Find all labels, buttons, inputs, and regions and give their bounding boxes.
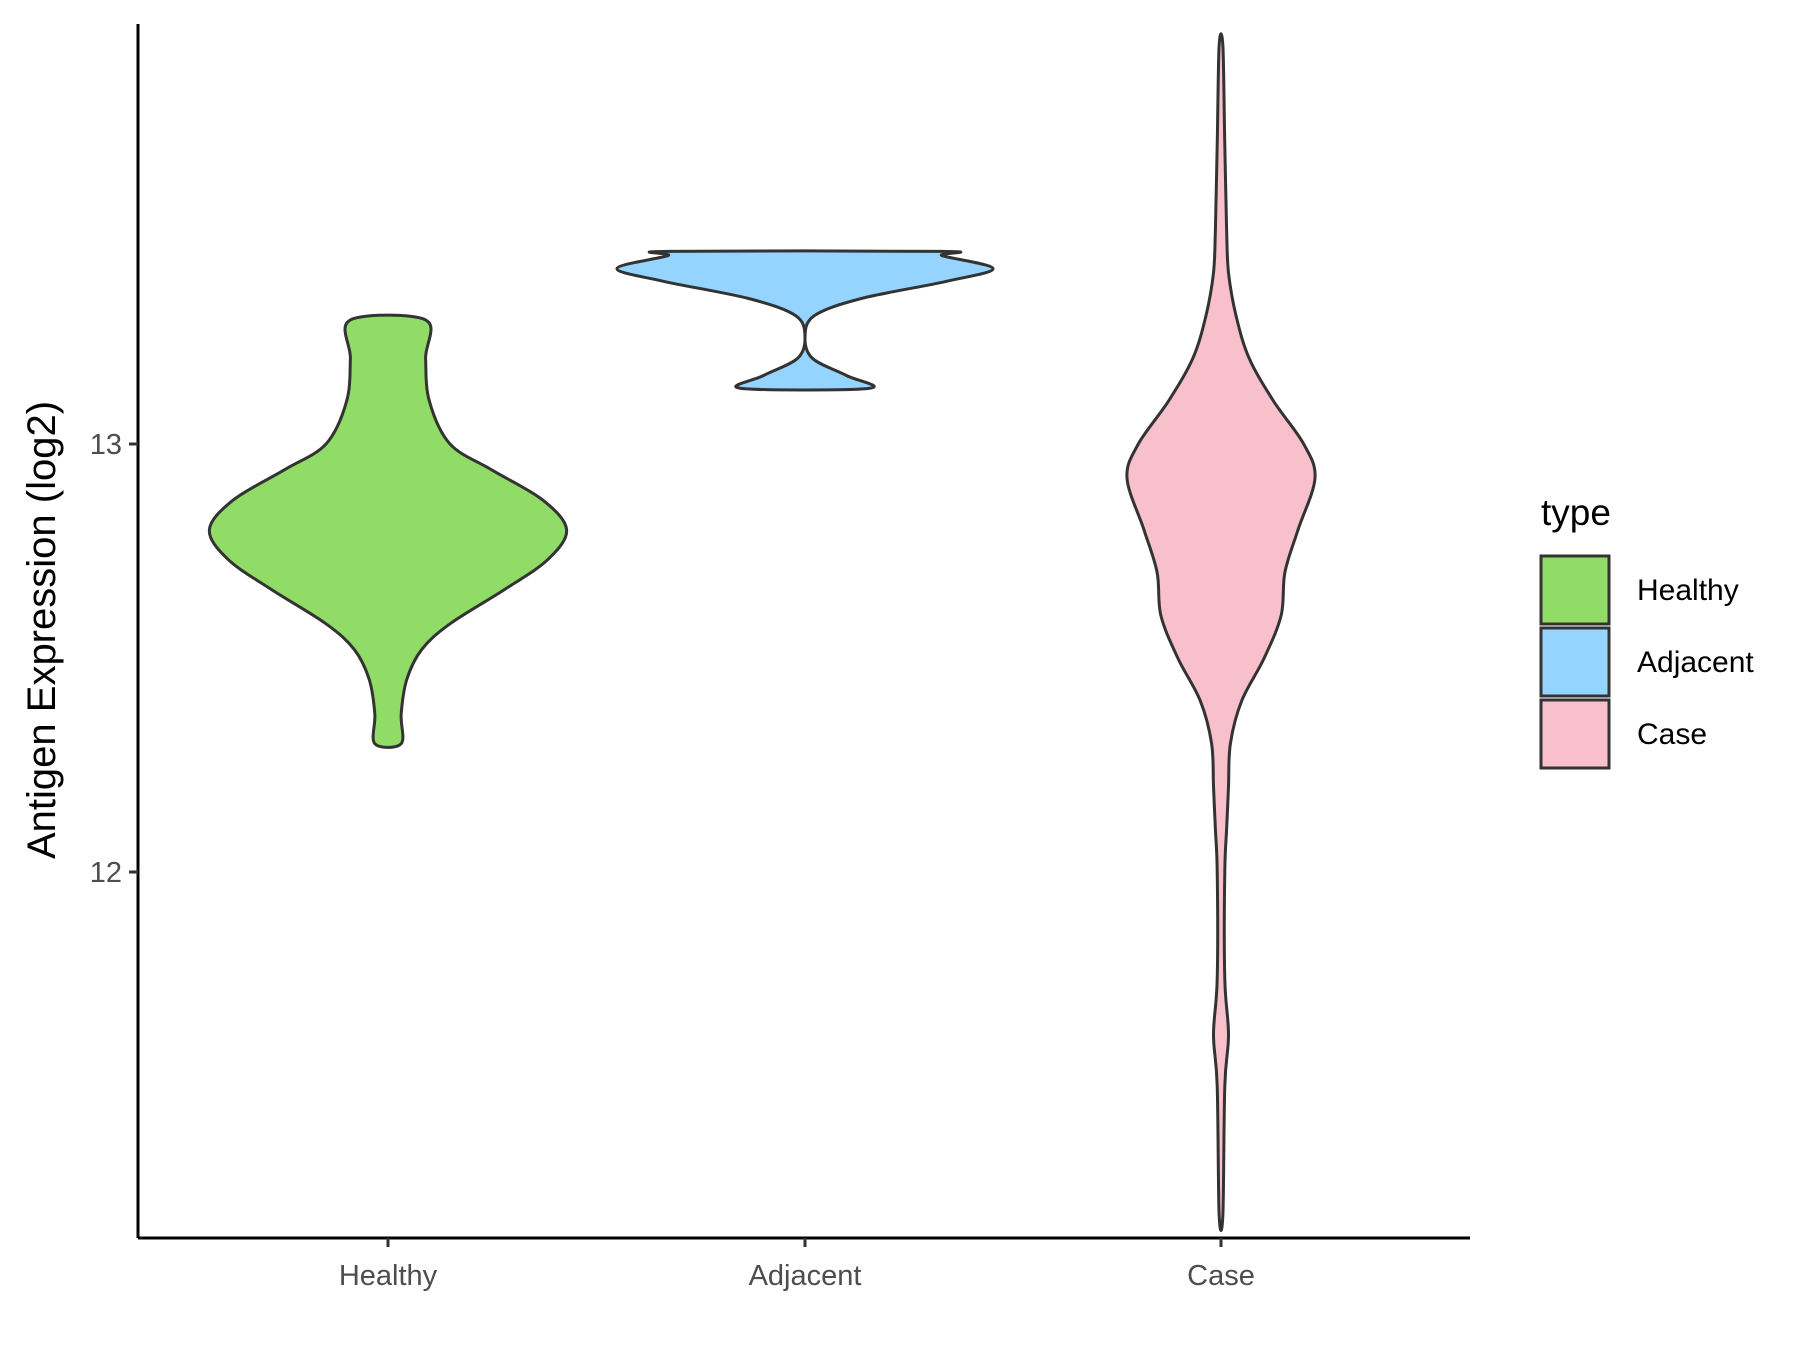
- y-ticks: 12 13: [90, 429, 138, 889]
- legend-title: type: [1541, 492, 1611, 533]
- legend: type Healthy Adjacent Case: [1539, 492, 1754, 770]
- violin-adjacent: [615, 249, 995, 392]
- violins: [207, 32, 1317, 1232]
- legend-label: Adjacent: [1637, 646, 1754, 679]
- x-tick-label: Healthy: [339, 1260, 438, 1292]
- legend-label: Healthy: [1637, 574, 1739, 607]
- x-tick-label: Case: [1187, 1260, 1255, 1292]
- legend-swatch: [1539, 698, 1611, 770]
- legend-swatch: [1539, 554, 1611, 626]
- x-ticks: Healthy Adjacent Case: [339, 1238, 1255, 1292]
- y-tick-label: 13: [90, 429, 122, 461]
- y-axis-title: Antigen Expression (log2): [20, 401, 64, 859]
- legend-label: Case: [1637, 718, 1707, 751]
- legend-swatch: [1539, 626, 1611, 698]
- y-tick-label: 12: [90, 857, 122, 889]
- x-tick-label: Adjacent: [749, 1260, 862, 1292]
- violin-case: [1125, 32, 1317, 1232]
- violin-healthy: [207, 313, 569, 749]
